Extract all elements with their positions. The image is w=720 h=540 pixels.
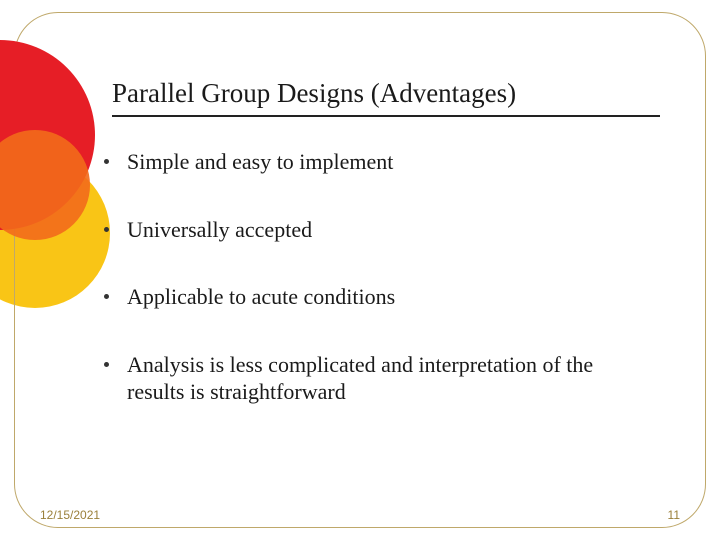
list-item: Applicable to acute conditions: [104, 283, 656, 311]
bullet-icon: [104, 227, 109, 232]
list-item: Analysis is less complicated and interpr…: [104, 351, 656, 406]
bullet-list: Simple and easy to implement Universally…: [104, 148, 656, 406]
list-item: Simple and easy to implement: [104, 148, 656, 176]
slide-title: Parallel Group Designs (Adventages): [112, 78, 660, 117]
bullet-icon: [104, 294, 109, 299]
bullet-icon: [104, 159, 109, 164]
footer-page-number: 11: [668, 508, 680, 522]
slide: Parallel Group Designs (Adventages) Simp…: [0, 0, 720, 540]
bullet-text: Simple and easy to implement: [127, 148, 656, 176]
footer-date: 12/15/2021: [40, 508, 100, 522]
bullet-text: Applicable to acute conditions: [127, 283, 656, 311]
list-item: Universally accepted: [104, 216, 656, 244]
bullet-icon: [104, 362, 109, 367]
bullet-text: Analysis is less complicated and interpr…: [127, 351, 656, 406]
bullet-text: Universally accepted: [127, 216, 656, 244]
